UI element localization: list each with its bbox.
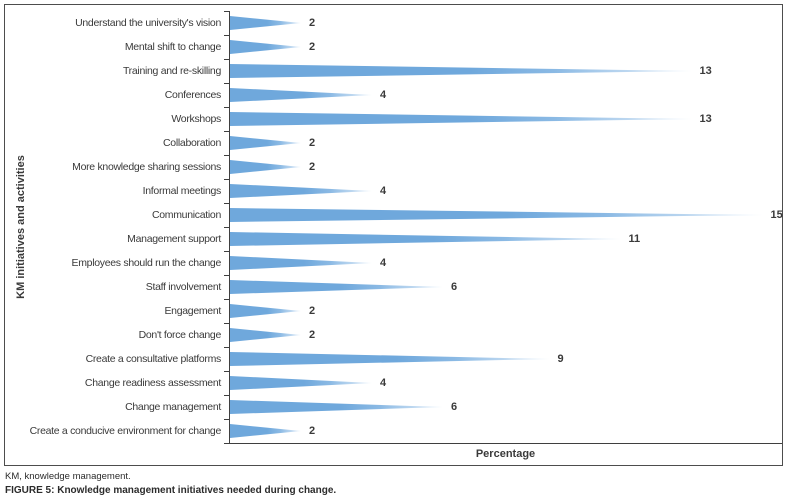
bar-9 [230, 208, 763, 222]
x-axis-line [229, 443, 782, 444]
figure-frame: KM initiatives and activities Understand… [4, 4, 783, 466]
bar-7 [230, 160, 301, 174]
y-axis-tick [224, 203, 230, 204]
bar-12 [230, 280, 443, 294]
data-label: 4 [380, 257, 387, 269]
bar-14 [230, 328, 301, 342]
data-label: 4 [380, 185, 387, 197]
bar-16 [230, 376, 372, 390]
data-label: 2 [309, 329, 316, 341]
bar-13 [230, 304, 301, 318]
y-axis-tick [224, 107, 230, 108]
y-axis-tick [224, 179, 230, 180]
category-label: Employees should run the change [71, 257, 222, 269]
bar-11 [230, 256, 372, 270]
data-label: 4 [380, 89, 387, 101]
bar-3 [230, 64, 692, 78]
y-axis-tick [224, 371, 230, 372]
y-axis-tick [224, 83, 230, 84]
chart-row: Employees should run the change 4 [72, 251, 785, 275]
category-label: Mental shift to change [124, 41, 221, 53]
figure-footnote: KM, knowledge management. [5, 471, 131, 482]
bar-6 [230, 136, 301, 150]
chart-row: Change management 6 [125, 395, 785, 419]
bar-2 [230, 40, 301, 54]
y-axis-tick [224, 11, 230, 12]
y-axis-tick [224, 59, 230, 60]
category-label: Communication [151, 209, 221, 221]
chart-row: Engagement 2 [164, 299, 785, 323]
bar-1 [230, 16, 301, 30]
x-axis-title: Percentage [475, 448, 536, 460]
category-label: Change management [125, 401, 221, 413]
data-label: 13 [699, 65, 712, 77]
data-label: 13 [699, 113, 712, 125]
bar-17 [230, 400, 443, 414]
category-label: Training and re-skilling [122, 65, 221, 77]
y-axis-tick [224, 323, 230, 324]
data-label: 2 [309, 425, 316, 437]
y-axis-tick [224, 347, 230, 348]
y-axis-tick [224, 155, 230, 156]
data-label: 2 [309, 41, 316, 53]
y-axis-tick [224, 299, 230, 300]
chart-row: Collaboration 2 [163, 131, 785, 155]
chart-row: Communication 15 [152, 203, 785, 227]
category-label: Don't force change [138, 329, 222, 341]
data-label: 2 [309, 161, 316, 173]
category-label: Change readiness assessment [84, 377, 221, 389]
chart-row: Management support 11 [127, 227, 785, 251]
y-axis-title: KM initiatives and activities [15, 155, 27, 299]
data-label: 11 [628, 233, 641, 245]
chart-row: Informal meetings 4 [143, 179, 785, 203]
category-label: Create a consultative platforms [85, 353, 222, 365]
bar-15 [230, 352, 550, 366]
category-label: More knowledge sharing sessions [72, 161, 221, 173]
y-axis-tick [224, 227, 230, 228]
chart-row: Understand the university's vision 2 [75, 11, 785, 35]
data-label: 6 [451, 401, 458, 413]
bar-4 [230, 88, 372, 102]
chart-row: Mental shift to change 2 [125, 35, 785, 59]
data-label: 2 [309, 137, 316, 149]
y-axis-tick [224, 443, 230, 444]
bar-5 [230, 112, 692, 126]
data-label: 6 [451, 281, 458, 293]
y-axis-tick [224, 35, 230, 36]
y-axis-tick [224, 251, 230, 252]
plot-area: Understand the university's vision 2 Menta… [30, 11, 785, 443]
chart-row: Training and re-skilling 13 [123, 59, 785, 83]
chart-row: Don't force change 2 [139, 323, 785, 347]
bar-10 [230, 232, 621, 246]
category-label: Collaboration [163, 137, 221, 149]
category-label: Conferences [164, 89, 222, 101]
y-axis-tick [224, 131, 230, 132]
category-label: Understand the university's vision [75, 17, 221, 29]
chart-row: Change readiness assessment 4 [85, 371, 785, 395]
y-axis-tick [224, 275, 230, 276]
category-label: Create a conducive environment for chang… [29, 425, 222, 437]
chart-row: Create a consultative platforms 9 [86, 347, 785, 371]
category-label: Engagement [164, 305, 221, 317]
data-label: 15 [770, 209, 783, 221]
chart-row: Conferences 4 [165, 83, 785, 107]
bar-8 [230, 184, 372, 198]
y-axis-tick [224, 419, 230, 420]
chart-row: Create a conducive environment for chang… [30, 419, 785, 443]
data-label: 2 [309, 305, 316, 317]
data-label: 4 [380, 377, 387, 389]
y-axis-tick [224, 395, 230, 396]
chart-row: Staff involvement 6 [146, 275, 785, 299]
category-label: Staff involvement [145, 281, 222, 293]
category-label: Workshops [171, 113, 221, 125]
bar-18 [230, 424, 301, 438]
chart-row: Workshops 13 [171, 107, 785, 131]
chart-row: More knowledge sharing sessions 2 [72, 155, 785, 179]
category-label: Informal meetings [142, 185, 222, 197]
data-label: 9 [557, 353, 564, 365]
data-label: 2 [309, 17, 316, 29]
category-label: Management support [127, 233, 221, 245]
figure-caption: FIGURE 5: Knowledge management initiativ… [5, 485, 337, 496]
